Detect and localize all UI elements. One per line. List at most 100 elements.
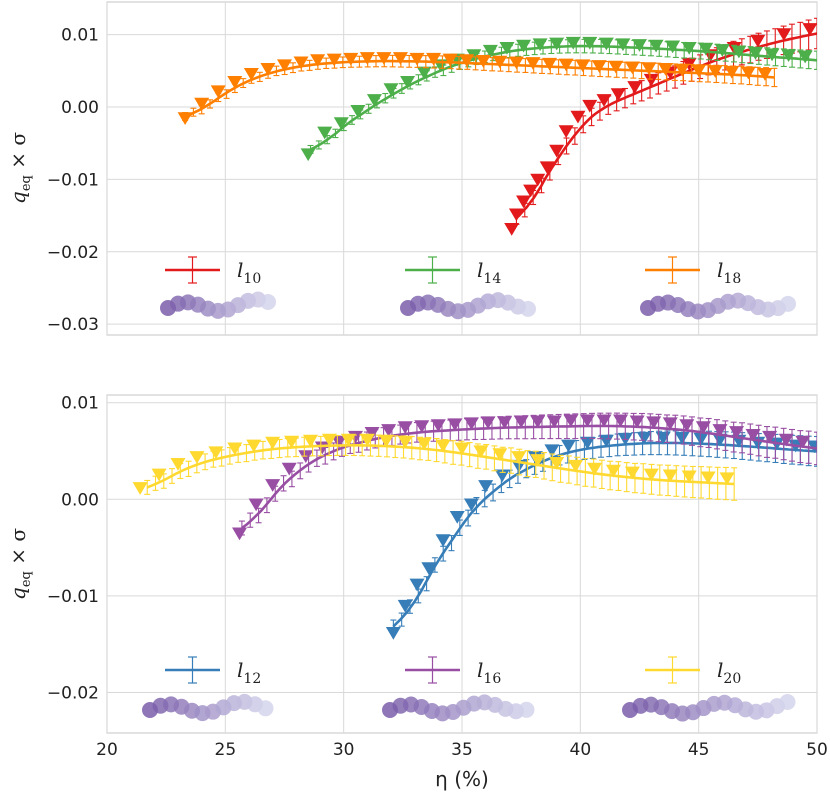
y-tick-label: −0.02 <box>47 683 99 703</box>
data-point-l16 <box>414 420 430 434</box>
y-tick-label: −0.01 <box>47 170 99 190</box>
data-point-l20 <box>454 442 470 456</box>
data-point-l14 <box>781 49 797 62</box>
data-point-l16 <box>480 416 496 430</box>
data-point-l14 <box>516 39 532 53</box>
data-point-l18 <box>243 68 259 81</box>
data-point-l16 <box>629 415 645 429</box>
data-point-l16 <box>745 428 761 442</box>
data-point-l16 <box>662 417 678 431</box>
data-point-l18 <box>442 53 458 67</box>
data-point-l18 <box>492 55 508 69</box>
data-point-l20 <box>473 445 489 459</box>
data-point-l18 <box>392 52 408 65</box>
data-point-l14 <box>615 38 631 52</box>
data-point-l18 <box>409 52 425 66</box>
data-point-l14 <box>698 42 714 56</box>
data-point-l16 <box>447 418 463 432</box>
data-point-l18 <box>359 52 375 65</box>
data-point-l12 <box>636 431 652 445</box>
data-point-l18 <box>757 68 773 81</box>
data-point-l16 <box>596 414 612 428</box>
data-point-l18 <box>475 55 491 68</box>
data-point-l16 <box>646 416 662 430</box>
data-point-l14 <box>565 36 581 50</box>
legend-top: l10 l14 l18 <box>160 256 796 320</box>
data-point-l16 <box>762 430 778 444</box>
data-point-l20 <box>719 472 735 486</box>
data-point-l14 <box>499 41 515 55</box>
x-tick-label: 50 <box>806 740 828 760</box>
data-point-l14 <box>317 126 333 140</box>
data-point-l18 <box>707 65 723 78</box>
data-point-l16 <box>579 414 595 428</box>
data-point-l16 <box>563 414 579 428</box>
error-bar-l14 <box>814 50 817 70</box>
molecule-icon <box>382 694 535 722</box>
data-point-l10 <box>549 144 565 158</box>
data-point-l12 <box>409 578 425 592</box>
data-point-l18 <box>542 57 558 71</box>
data-point-l10 <box>596 94 612 107</box>
data-point-l10 <box>570 110 586 124</box>
molecule-icon <box>142 693 274 722</box>
data-point-l16 <box>679 419 695 433</box>
panel-bottom: 0.01 0.00 −0.01 −0.02 20 25 30 35 40 45 50 qeq × … <box>6 394 828 760</box>
molecule-icon <box>160 291 276 319</box>
data-point-l16 <box>729 426 745 439</box>
data-point-l18 <box>426 52 442 66</box>
data-point-l16 <box>530 415 546 429</box>
data-point-l10 <box>582 99 598 113</box>
data-point-l18 <box>260 62 276 76</box>
grid-bottom <box>106 395 818 733</box>
data-point-l10 <box>523 184 539 198</box>
data-point-l10 <box>508 208 524 222</box>
data-point-l18 <box>194 97 210 111</box>
data-point-l18 <box>691 64 707 78</box>
data-point-l16 <box>546 415 562 429</box>
data-point-l20 <box>435 439 451 453</box>
data-point-l20 <box>340 433 356 447</box>
data-point-l20 <box>303 434 319 448</box>
data-point-l18 <box>724 65 740 79</box>
error-bar-l10 <box>814 17 817 50</box>
data-point-l16 <box>232 527 248 541</box>
data-point-l20 <box>265 436 281 450</box>
legend-label-l12: l12 <box>237 658 261 687</box>
data-point-l20 <box>662 469 678 483</box>
data-point-l14 <box>582 36 598 50</box>
data-point-l16 <box>248 498 264 512</box>
data-point-l12 <box>385 626 401 640</box>
data-point-l12 <box>693 432 709 446</box>
x-tick-label: 35 <box>451 740 473 760</box>
data-point-l18 <box>277 59 292 73</box>
data-point-l18 <box>376 52 392 65</box>
data-point-l16 <box>397 421 413 434</box>
data-point-l10 <box>750 34 766 48</box>
data-point-l12 <box>397 599 413 613</box>
data-point-l14 <box>797 50 813 64</box>
data-point-l10 <box>530 173 546 187</box>
data-point-l18 <box>343 52 359 66</box>
data-point-l20 <box>378 434 394 448</box>
yticks-top: 0.01 0.00 −0.01 −0.02 −0.03 <box>47 26 99 336</box>
legend-label-l10: l10 <box>237 258 261 287</box>
data-point-l12 <box>674 431 690 445</box>
data-point-l12 <box>435 534 451 547</box>
y-tick-label: 0.01 <box>61 394 99 414</box>
data-point-l20 <box>359 433 375 447</box>
legend-item-l18: l18 <box>645 256 741 287</box>
fit-line-l12 <box>392 441 817 628</box>
y-tick-label: 0.00 <box>61 490 99 510</box>
x-tick-label: 25 <box>215 740 237 760</box>
data-point-l10 <box>802 23 817 36</box>
data-point-l18 <box>608 60 624 74</box>
molecule-icon <box>622 693 796 722</box>
x-axis-label: η (%) <box>435 767 489 791</box>
data-point-l20 <box>227 442 243 456</box>
legend-item-l16: l16 <box>405 656 501 687</box>
data-point-l16 <box>695 421 711 434</box>
data-point-l20 <box>700 471 716 485</box>
data-point-l18 <box>525 57 541 70</box>
series-bottom <box>132 412 817 640</box>
